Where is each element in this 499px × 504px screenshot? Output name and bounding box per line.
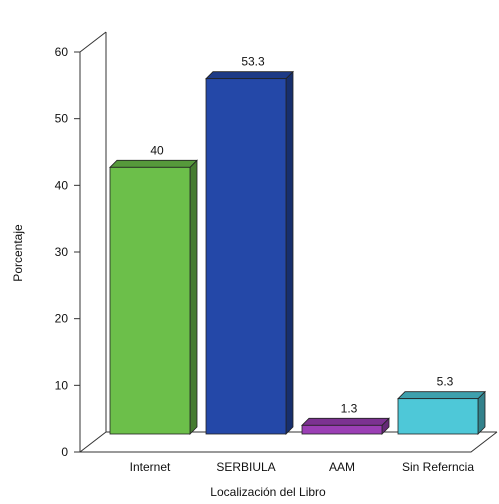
- category-label: AAM: [329, 460, 355, 474]
- data-label: 5.3: [437, 375, 454, 389]
- bar-side: [285, 70, 294, 435]
- x-axis-categories: Internet SERBIULA AAM Sin Referncia: [130, 460, 475, 474]
- y-tick-label: 30: [55, 245, 69, 259]
- y-tick-label: 40: [55, 178, 69, 192]
- bar-top: [205, 71, 294, 80]
- y-tick-label: 50: [55, 112, 69, 126]
- bar-aam: [301, 417, 390, 435]
- data-label: 53.3: [241, 55, 265, 69]
- category-label: Internet: [130, 460, 171, 474]
- y-tick-label: 0: [61, 445, 68, 459]
- data-label: 1.3: [341, 401, 358, 415]
- y-tick-label: 10: [55, 378, 69, 392]
- bar-front: [301, 424, 383, 435]
- bar-top: [109, 159, 198, 168]
- bar-front: [397, 398, 479, 435]
- bar-sin-referncia: [397, 390, 486, 435]
- wall-top-edge: [79, 31, 107, 53]
- bars: [109, 70, 486, 435]
- y-axis-ticks: 0 10 20 30 40 50 60: [55, 45, 80, 459]
- y-tick-label: 60: [55, 45, 69, 59]
- bar-top: [397, 391, 486, 400]
- y-axis-title: Porcentaje: [11, 224, 25, 282]
- bar-side: [189, 159, 198, 435]
- data-labels: 40 53.3 1.3 5.3: [150, 55, 453, 416]
- data-label: 40: [150, 143, 164, 157]
- bar-front: [205, 78, 287, 435]
- y-tick-label: 20: [55, 312, 69, 326]
- category-label: Sin Referncia: [402, 460, 474, 474]
- x-axis-title: Localización del Libro: [210, 485, 326, 499]
- bar-top: [301, 417, 390, 426]
- floor-back-edge: [79, 431, 497, 453]
- floor-front-edge: [80, 431, 498, 453]
- bar-serbiula: [205, 70, 294, 435]
- bar-internet: [109, 159, 198, 435]
- category-label: SERBIULA: [216, 460, 275, 474]
- bar-front: [109, 166, 191, 435]
